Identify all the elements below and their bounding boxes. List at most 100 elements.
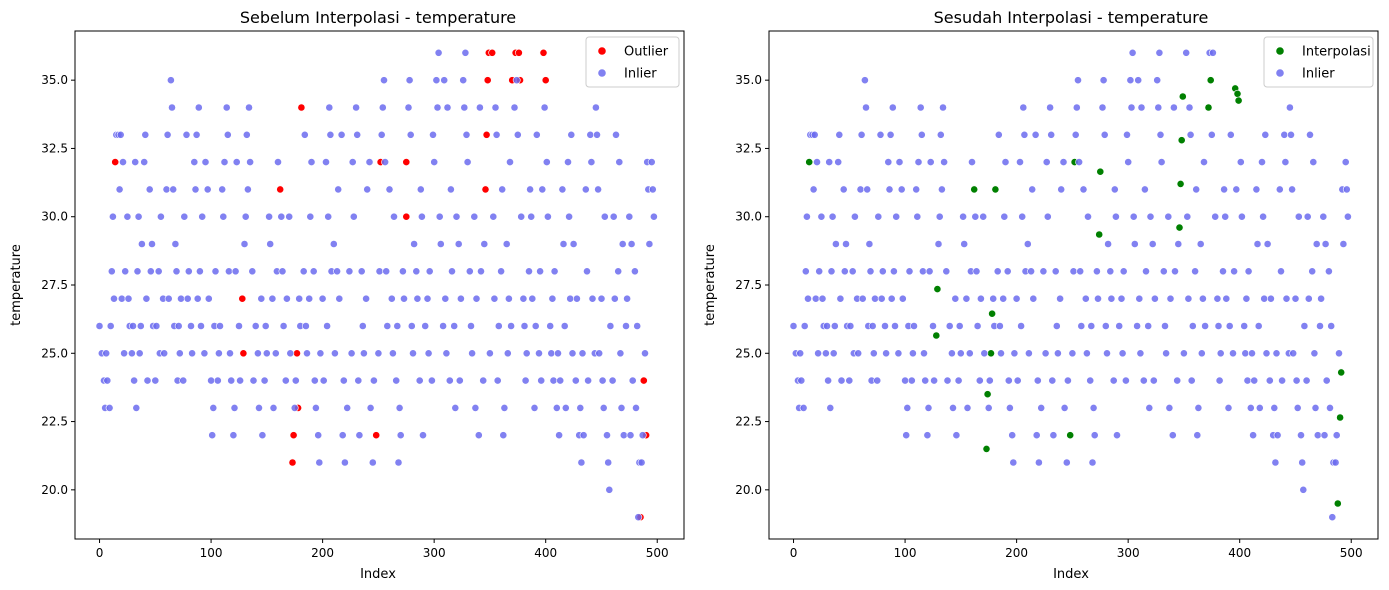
left-point-inlier bbox=[443, 103, 452, 112]
left-point-inlier bbox=[427, 376, 436, 385]
right-point-inlier bbox=[876, 130, 885, 139]
right-point-inlier bbox=[977, 294, 985, 303]
left-point-inlier bbox=[182, 130, 191, 139]
right-point-inlier bbox=[856, 185, 865, 194]
left-point-inlier bbox=[235, 322, 243, 330]
right-point-interpolasi bbox=[970, 185, 979, 194]
left-point-inlier bbox=[581, 185, 590, 194]
right-point-inlier bbox=[1225, 322, 1234, 330]
left-point-inlier bbox=[485, 349, 494, 358]
right-legend-box bbox=[1263, 36, 1374, 88]
right-point-inlier bbox=[799, 403, 808, 412]
right-point-inlier bbox=[1156, 130, 1165, 139]
left-point-inlier bbox=[451, 403, 460, 412]
left-point-inlier bbox=[461, 48, 470, 57]
right-point-inlier bbox=[975, 376, 984, 385]
right-point-inlier bbox=[882, 349, 890, 358]
left-point-inlier bbox=[269, 403, 278, 412]
left-point-inlier bbox=[616, 349, 625, 358]
right-point-inlier bbox=[996, 322, 1004, 330]
left-point-inlier bbox=[434, 48, 443, 57]
right-series-inlier bbox=[789, 48, 1352, 522]
left-point-inlier bbox=[268, 294, 277, 303]
right-point-inlier bbox=[1068, 349, 1077, 358]
left-point-inlier bbox=[419, 431, 427, 440]
left-point-inlier bbox=[132, 403, 141, 412]
right-point-inlier bbox=[1137, 103, 1146, 112]
left-point-inlier bbox=[354, 376, 363, 385]
right-point-inlier bbox=[1221, 212, 1230, 221]
left-point-inlier bbox=[208, 431, 217, 440]
right-point-inlier bbox=[1059, 158, 1068, 166]
left-point-inlier bbox=[424, 349, 433, 358]
right-point-inlier bbox=[984, 403, 993, 412]
left-point-inlier bbox=[375, 267, 384, 276]
left-point-inlier bbox=[556, 376, 565, 385]
right-point-inlier bbox=[1112, 212, 1120, 221]
right-point-inlier bbox=[1238, 212, 1246, 221]
right-point-inlier bbox=[866, 267, 875, 276]
right-point-inlier bbox=[862, 103, 870, 112]
left-point-inlier bbox=[102, 349, 111, 358]
left-point-outlier bbox=[539, 48, 548, 57]
right-point-inlier bbox=[1270, 403, 1279, 412]
left-point-inlier bbox=[490, 294, 499, 303]
right-point-inlier bbox=[1317, 294, 1325, 303]
left-point-inlier bbox=[349, 212, 358, 221]
left-point-inlier bbox=[175, 349, 184, 358]
right-point-inlier bbox=[1320, 431, 1329, 440]
left-point-inlier bbox=[513, 130, 522, 139]
left-point-inlier bbox=[188, 349, 196, 358]
left-point-outlier bbox=[483, 76, 492, 85]
right-point-inlier bbox=[1148, 240, 1157, 248]
left-point-outlier bbox=[276, 185, 285, 194]
left-point-inlier bbox=[394, 458, 403, 467]
right-point-inlier bbox=[926, 158, 935, 166]
left-point-inlier bbox=[183, 294, 192, 303]
left-point-inlier bbox=[154, 267, 163, 276]
right-point-inlier bbox=[846, 322, 855, 330]
left-point-inlier bbox=[285, 212, 294, 221]
left-point-inlier bbox=[105, 403, 114, 412]
right-point-interpolasi bbox=[932, 331, 941, 340]
left-point-inlier bbox=[352, 103, 360, 112]
left-point-inlier bbox=[547, 349, 556, 358]
right-point-inlier bbox=[1309, 158, 1318, 166]
right-point-inlier bbox=[1182, 48, 1191, 57]
right-point-inlier bbox=[845, 376, 854, 385]
left-point-inlier bbox=[148, 240, 156, 248]
left-point-inlier bbox=[281, 376, 290, 385]
right-point-inlier bbox=[1041, 349, 1050, 358]
right-point-inlier bbox=[1328, 513, 1337, 522]
left-point-inlier bbox=[480, 240, 489, 248]
left-point-inlier bbox=[279, 322, 288, 330]
right-point-inlier bbox=[1089, 403, 1098, 412]
left-point-inlier bbox=[200, 349, 209, 358]
right-point-inlier bbox=[1255, 403, 1264, 412]
right-point-inlier bbox=[1293, 403, 1302, 412]
left-point-inlier bbox=[441, 294, 450, 303]
left-point-inlier bbox=[606, 322, 615, 330]
right-point-inlier bbox=[823, 322, 831, 330]
right-point-inlier bbox=[825, 158, 834, 166]
right-point-inlier bbox=[1101, 322, 1110, 330]
left-point-inlier bbox=[503, 349, 512, 358]
left-point-inlier bbox=[365, 158, 374, 166]
right-point-inlier bbox=[801, 267, 810, 276]
right-point-inlier bbox=[1292, 376, 1301, 385]
right-point-inlier bbox=[1242, 294, 1251, 303]
right-point-inlier bbox=[920, 349, 928, 358]
right-point-inlier bbox=[1325, 267, 1333, 276]
left-point-inlier bbox=[226, 349, 234, 358]
right-point-inlier bbox=[1286, 103, 1294, 112]
left-point-outlier bbox=[541, 76, 550, 85]
left-point-inlier bbox=[623, 294, 631, 303]
right-point-inlier bbox=[934, 240, 943, 248]
right-point-inlier bbox=[1310, 349, 1319, 358]
left-point-inlier bbox=[526, 185, 534, 194]
right-point-inlier bbox=[1236, 158, 1245, 166]
left-point-inlier bbox=[245, 103, 253, 112]
left-point-inlier bbox=[109, 212, 117, 221]
right-point-inlier bbox=[1107, 294, 1116, 303]
left-point-inlier bbox=[378, 103, 387, 112]
